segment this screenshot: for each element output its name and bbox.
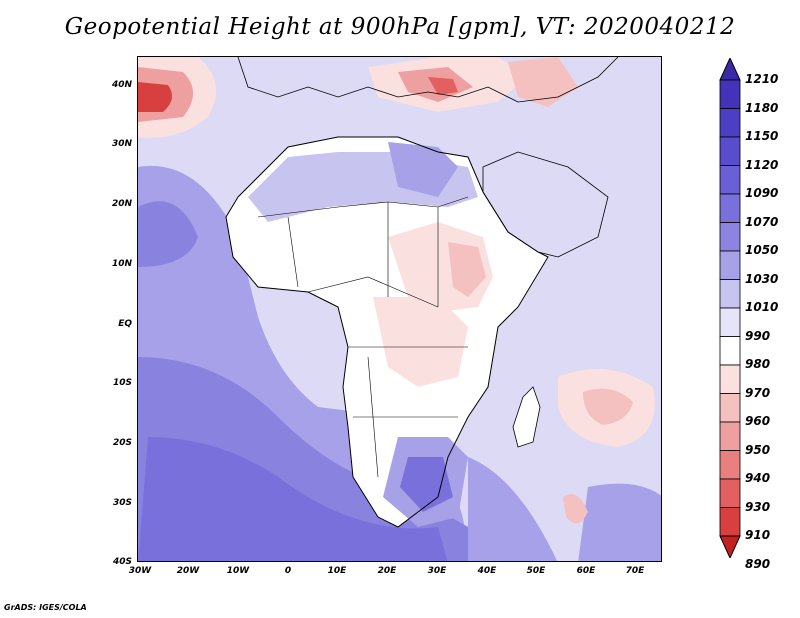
colorbar-box	[719, 193, 741, 223]
y-tick-30s: 30S	[112, 498, 132, 508]
colorbar-box	[719, 478, 741, 508]
y-tick-40s: 40S	[112, 557, 132, 567]
colorbar-cap-top	[719, 58, 741, 81]
x-tick-40e: 40E	[477, 566, 497, 576]
y-tick-30n: 30N	[111, 139, 132, 149]
map-panel	[137, 56, 662, 562]
x-tick-30w: 30W	[128, 566, 152, 576]
chart-title: Geopotential Height at 900hPa [gpm], VT:…	[64, 14, 736, 40]
colorbar-box	[719, 250, 741, 280]
colorbar-label: 950	[745, 442, 771, 457]
x-tick-10e: 10E	[327, 566, 347, 576]
y-tick-eq: EQ	[118, 319, 132, 329]
colorbar-box	[719, 421, 741, 451]
colorbar-label: 1050	[745, 243, 779, 257]
colorbar-box	[719, 364, 741, 394]
colorbar-box	[719, 450, 741, 480]
colorbar-label: 980	[745, 357, 771, 371]
y-tick-20n: 20N	[111, 199, 132, 209]
colorbar-box	[719, 279, 741, 309]
x-tick-50e: 50E	[526, 566, 546, 576]
y-tick-40n: 40N	[111, 80, 132, 90]
map-field	[138, 57, 661, 561]
x-tick-0: 0	[284, 566, 292, 576]
x-tick-30e: 30E	[427, 566, 447, 576]
colorbar-box	[719, 222, 741, 252]
y-tick-10n: 10N	[111, 259, 132, 269]
colorbar-label: 890	[745, 556, 771, 571]
x-tick-20e: 20E	[377, 566, 397, 576]
colorbar-box	[719, 307, 741, 337]
x-tick-70e: 70E	[625, 566, 645, 576]
x-tick-60e: 60E	[576, 566, 596, 576]
colorbar-label: 910	[745, 528, 771, 542]
colorbar-label: 970	[745, 385, 771, 400]
colorbar-label: 1210	[745, 72, 779, 86]
colorbar-box	[719, 336, 741, 366]
colorbar-label: 930	[745, 499, 771, 514]
x-tick-20w: 20W	[176, 566, 200, 576]
grads-credit: GrADS: IGES/COLA	[4, 603, 87, 612]
colorbar-label: 940	[745, 471, 771, 485]
colorbar-box	[719, 507, 741, 537]
colorbar-box	[719, 108, 741, 138]
colorbar-box	[719, 165, 741, 195]
colorbar-cap-bottom	[719, 535, 741, 558]
colorbar-label: 1150	[745, 129, 779, 143]
colorbar-label: 1180	[745, 100, 779, 115]
y-tick-20s: 20S	[112, 438, 132, 448]
colorbar-box	[719, 136, 741, 166]
colorbar	[719, 58, 741, 558]
colorbar-label: 1070	[745, 214, 779, 229]
colorbar-box	[719, 79, 741, 109]
colorbar-box	[719, 393, 741, 423]
x-tick-10w: 10W	[226, 566, 250, 576]
colorbar-label: 990	[745, 328, 771, 343]
colorbar-label: 1010	[745, 300, 779, 314]
colorbar-label: 1090	[745, 186, 779, 200]
y-tick-10s: 10S	[112, 378, 132, 388]
colorbar-label: 960	[745, 414, 771, 428]
colorbar-label: 1030	[745, 271, 779, 286]
colorbar-label: 1120	[745, 157, 779, 172]
